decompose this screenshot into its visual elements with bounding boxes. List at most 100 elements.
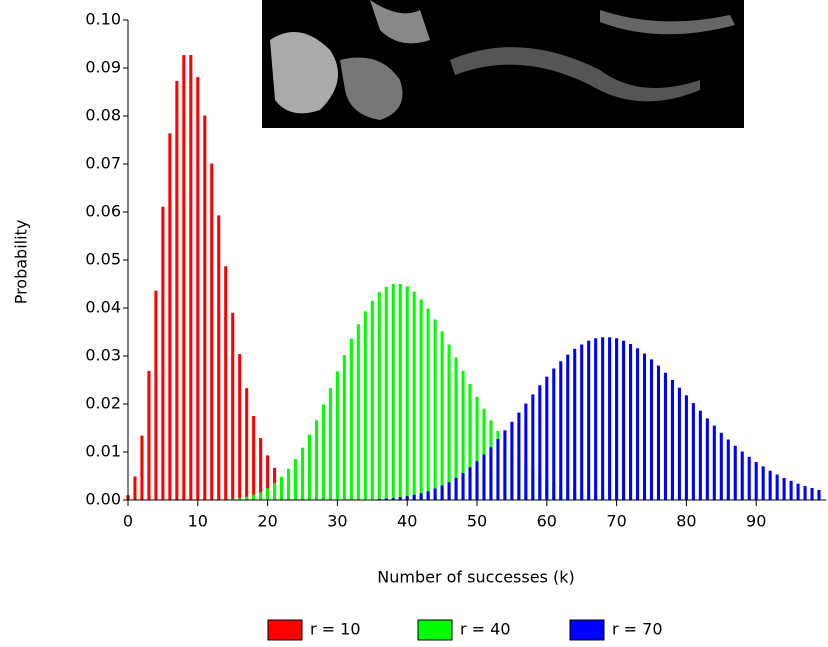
y-axis-label: Probability [12, 220, 31, 305]
bar [797, 484, 800, 500]
bar [252, 495, 255, 500]
bar [168, 133, 171, 500]
bar [448, 344, 451, 500]
legend-label: r = 10 [310, 620, 361, 639]
bar [161, 207, 164, 500]
bar [364, 311, 367, 500]
y-tick-label: 0.10 [85, 10, 121, 29]
bar [175, 81, 178, 500]
bar [336, 371, 339, 500]
bar [343, 355, 346, 500]
bar [329, 388, 332, 500]
legend-label: r = 70 [612, 620, 663, 639]
x-tick-label: 90 [746, 512, 766, 531]
bar [434, 488, 437, 500]
bar [524, 404, 527, 500]
bar [371, 301, 374, 500]
bar [189, 55, 192, 500]
bar [762, 466, 765, 500]
chart: Probability Number of successes (k) 0.00… [0, 0, 828, 647]
bar [441, 486, 444, 500]
bar [420, 299, 423, 500]
bar [266, 488, 269, 500]
bar [413, 495, 416, 500]
x-tick-label: 60 [537, 512, 557, 531]
y-tick-label: 0.09 [85, 58, 121, 77]
bar [748, 457, 751, 500]
bar [238, 354, 241, 500]
x-tick-label: 30 [327, 512, 347, 531]
bar [741, 452, 744, 500]
legend-swatch [570, 620, 604, 640]
bar [468, 467, 471, 500]
bar [587, 341, 590, 500]
bar [615, 338, 618, 500]
bar [231, 313, 234, 500]
y-tick-label: 0.02 [85, 394, 121, 413]
bar [315, 420, 318, 500]
y-tick-label: 0.00 [85, 490, 121, 509]
bar [720, 433, 723, 500]
bar [462, 473, 465, 500]
bar [503, 430, 506, 500]
legend-swatch [268, 620, 302, 640]
bar [259, 492, 262, 500]
bar [413, 292, 416, 500]
bar [182, 55, 185, 500]
bar [678, 388, 681, 500]
bar [482, 454, 485, 500]
bar [210, 164, 213, 500]
y-tick-label: 0.07 [85, 154, 121, 173]
bar [406, 286, 409, 500]
bar [629, 344, 632, 500]
bar [406, 496, 409, 500]
bar [448, 482, 451, 500]
bar [817, 490, 820, 500]
bar [685, 395, 688, 500]
bar [252, 416, 255, 500]
x-tick-label: 20 [257, 512, 277, 531]
bar [510, 422, 513, 500]
bar [650, 359, 653, 500]
y-tick-label: 0.04 [85, 298, 121, 317]
bar [566, 355, 569, 500]
bar [531, 394, 534, 500]
bar [357, 324, 360, 500]
x-tick-label: 0 [123, 512, 133, 531]
bar [475, 461, 478, 500]
bar [790, 481, 793, 500]
bar [755, 462, 758, 500]
x-tick-label: 80 [676, 512, 696, 531]
bar [259, 438, 262, 500]
bar [713, 426, 716, 500]
bar [601, 337, 604, 500]
bar [196, 77, 199, 500]
bar [378, 292, 381, 500]
bar [552, 368, 555, 500]
x-tick-label: 40 [397, 512, 417, 531]
bar [804, 486, 807, 500]
bar [664, 373, 667, 500]
bar [559, 361, 562, 500]
x-tick-label: 10 [188, 512, 208, 531]
bar [657, 366, 660, 500]
bar [133, 476, 136, 500]
bar [217, 215, 220, 500]
bar [692, 403, 695, 500]
y-tick-label: 0.08 [85, 106, 121, 125]
bar [622, 341, 625, 500]
y-tick-label: 0.06 [85, 202, 121, 221]
legend-swatch [418, 620, 452, 640]
bar [671, 380, 674, 500]
bar [734, 446, 737, 500]
bar [580, 344, 583, 500]
bar [783, 478, 786, 500]
bar [245, 497, 248, 500]
bar [434, 320, 437, 500]
bar [608, 337, 611, 500]
bar [392, 284, 395, 500]
bar [441, 332, 444, 500]
photo [262, 0, 744, 128]
bar [643, 354, 646, 500]
bar [294, 459, 297, 500]
